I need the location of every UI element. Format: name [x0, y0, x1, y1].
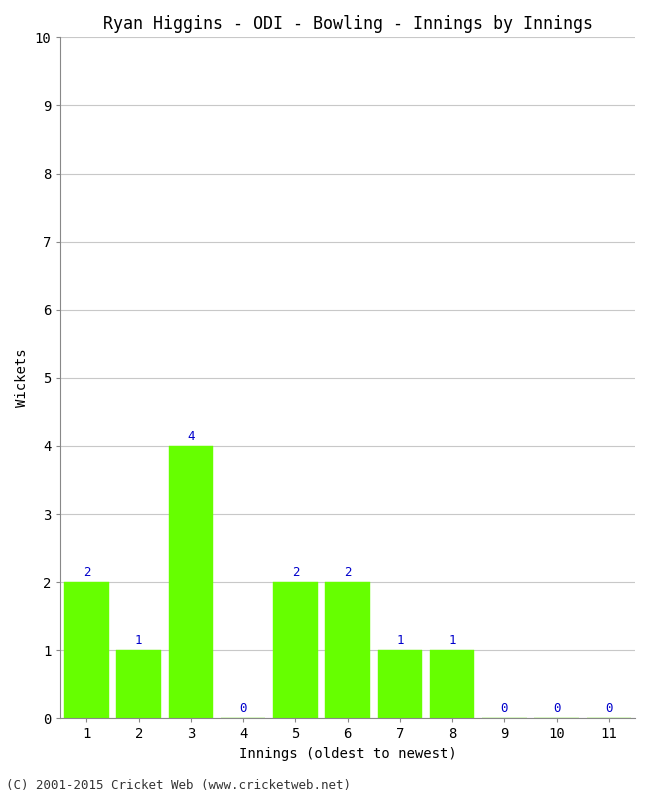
Text: (C) 2001-2015 Cricket Web (www.cricketweb.net): (C) 2001-2015 Cricket Web (www.cricketwe… — [6, 779, 352, 792]
Bar — [378, 650, 422, 718]
Text: 1: 1 — [448, 634, 456, 647]
Text: 0: 0 — [553, 702, 560, 715]
Text: 4: 4 — [187, 430, 195, 442]
Bar — [169, 446, 213, 718]
Bar — [64, 582, 109, 718]
Text: 0: 0 — [500, 702, 508, 715]
Text: 1: 1 — [135, 634, 142, 647]
Text: 2: 2 — [83, 566, 90, 578]
X-axis label: Innings (oldest to newest): Innings (oldest to newest) — [239, 747, 456, 761]
Text: 2: 2 — [344, 566, 352, 578]
Bar — [273, 582, 318, 718]
Text: 2: 2 — [292, 566, 299, 578]
Bar — [430, 650, 474, 718]
Bar — [326, 582, 370, 718]
Text: 1: 1 — [396, 634, 404, 647]
Title: Ryan Higgins - ODI - Bowling - Innings by Innings: Ryan Higgins - ODI - Bowling - Innings b… — [103, 15, 593, 33]
Bar — [116, 650, 161, 718]
Text: 0: 0 — [239, 702, 247, 715]
Text: 0: 0 — [605, 702, 613, 715]
Y-axis label: Wickets: Wickets — [15, 349, 29, 407]
